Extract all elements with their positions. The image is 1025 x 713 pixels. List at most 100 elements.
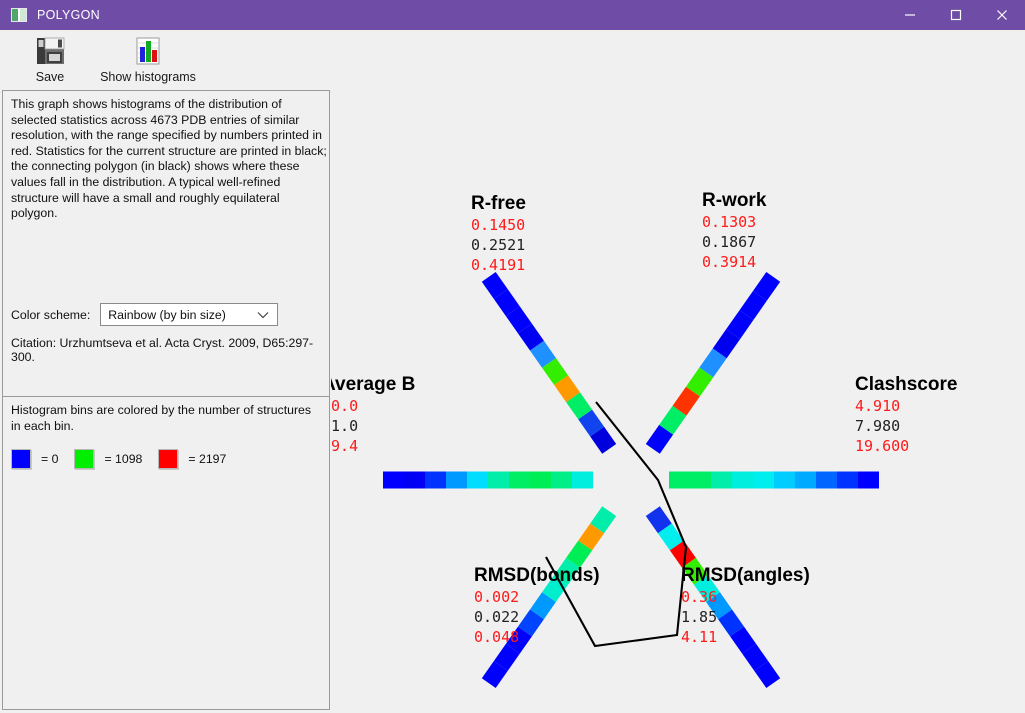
axis-min-r-work: 0.1303 [702,213,757,231]
histogram-bin [554,375,580,403]
histogram-bin [752,272,781,301]
histogram-bin [488,471,509,489]
histogram-bin [706,592,732,620]
axis-current-average-b: 31.0 [331,417,359,435]
histogram-bin [659,405,687,435]
save-label: Save [35,70,65,84]
window-controls [887,0,1025,30]
axis-label-r-free: R-free 0.1450 0.2521 0.4191 [471,193,526,275]
histogram-bin [551,471,572,489]
histogram-bin [645,424,674,454]
panel-description: This graph shows histograms of the distr… [11,97,327,221]
histogram-bin [730,626,757,654]
maximize-icon [950,9,962,21]
bins-note: Histogram bins are colored by the number… [11,403,312,433]
histogram-bin [795,471,816,489]
histogram-bin [657,523,684,551]
axis-min-rmsd-bonds: 0.002 [474,588,520,606]
histogram-bin [712,329,741,359]
axis-min-rmsd-angles: 0.36 [681,588,718,606]
color-scheme-row: Color scheme: Rainbow (by bin size) [11,303,279,326]
histogram-bin [493,289,520,317]
citation-text: Citation: Urzhumtseva et al. Acta Cryst.… [11,336,314,364]
histogram-bin [774,471,795,489]
chevron-down-icon [257,306,269,324]
color-scheme-label: Color scheme: [11,307,91,322]
histogram-bin [837,471,858,489]
histogram-bin [739,291,767,320]
axis-label-rmsd-angles: RMSD(angles) 0.36 1.85 4.11 [681,565,810,647]
histogram-bin [578,523,605,551]
histogram-bin [566,540,593,568]
color-scheme-select[interactable]: Rainbow (by bin size) [100,303,279,326]
show-histograms-button[interactable]: Show histograms [96,34,200,84]
histogram-bin [481,661,508,688]
title-bar: POLYGON [0,0,1025,30]
legend-label-2: = 2197 [188,452,227,466]
color-scheme-value: Rainbow (by bin size) [108,307,226,322]
axis-label-clashscore: Clashscore 4.910 7.980 19.600 [855,374,957,456]
histogram-bin [645,506,672,534]
histogram-bin [542,358,568,385]
floppy-disk-icon [37,37,65,64]
axis-title-clashscore: Clashscore [855,374,958,395]
histogram-bin [493,643,520,671]
axis-title-r-work: R-work [702,190,767,211]
bar-chart-icon [136,37,160,65]
axis-max-r-free: 0.4191 [471,256,526,274]
histogram-bin [718,609,745,637]
window-title: POLYGON [37,8,100,22]
legend-swatch-blue [11,449,31,469]
histogram-bin [578,409,605,437]
minimize-button[interactable] [887,0,933,30]
histogram-bin [505,306,532,334]
axis-current-rmsd-angles: 1.85 [681,608,718,626]
histogram-bin [509,471,530,489]
axis-max-r-work: 0.3914 [702,253,757,271]
histogram-bin [686,367,714,397]
legend-item: = 0 [11,449,74,469]
histogram-bin [554,557,580,585]
axis-min-r-free: 0.1450 [471,216,526,234]
axis-min-clashscore: 4.910 [855,397,901,415]
histogram-bin [742,643,769,671]
app-chart-icon [11,8,27,22]
histogram-bin [726,310,754,340]
polygon-plot: R-work 0.1303 0.1867 0.3914 R-free 0.145… [331,90,1025,713]
axis-label-rmsd-bonds: RMSD(bonds) 0.002 0.022 0.048 [474,565,600,647]
legend-swatch-red [158,449,179,469]
bins-legend: = 0 = 1098 = 2197 [11,449,242,469]
save-button[interactable]: Save [18,34,82,84]
histogram-bin [530,340,556,368]
histogram-bin [517,323,544,351]
axis-current-rmsd-bonds: 0.022 [474,608,520,626]
histogram-bin [572,471,593,489]
histogram-bin [404,471,425,489]
panel-divider [3,396,329,397]
histogram-bin [732,471,753,489]
axis-current-r-work: 0.1867 [702,233,757,251]
axis-max-average-b: 79.4 [331,437,359,455]
axis-current-r-free: 0.2521 [471,236,526,254]
legend-item: = 2197 [158,449,242,469]
maximize-button[interactable] [933,0,979,30]
close-icon [997,10,1007,20]
histogram-bin [425,471,446,489]
axis-max-rmsd-bonds: 0.048 [474,628,520,646]
histogram-bin [690,471,711,489]
histogram-bin [530,592,556,620]
histogram-bin [505,626,532,654]
histogram-bin [858,471,879,489]
axis-current-clashscore: 7.980 [855,417,901,435]
histogram-bin [566,392,593,420]
axis-title-r-free: R-free [471,193,526,214]
histogram-bin [530,471,551,489]
axis-max-rmsd-angles: 4.11 [681,628,718,646]
close-button[interactable] [979,0,1025,30]
toolbar: Save Show histograms [0,30,1025,93]
histogram-bin [753,471,774,489]
histogram-bin [754,661,781,688]
histogram-bin [467,471,488,489]
axis-title-rmsd-bonds: RMSD(bonds) [474,565,600,586]
minimize-icon [905,14,915,16]
